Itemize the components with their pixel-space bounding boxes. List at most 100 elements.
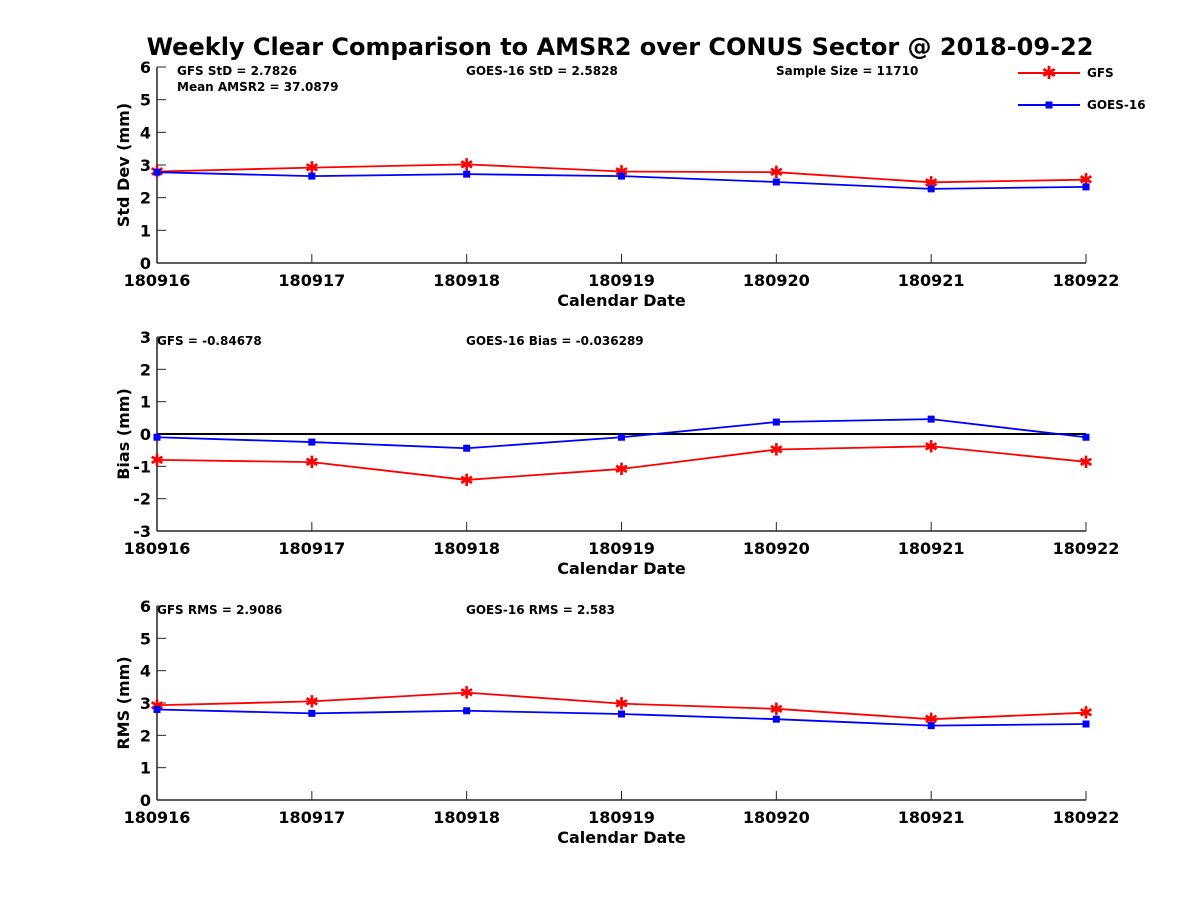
data-point-gfs: ✱ [460,155,474,175]
y-tick-label: 4 [140,123,151,142]
x-axis-label: Calendar Date [557,828,686,847]
y-tick-label: 0 [140,254,151,273]
y-tick-label: 5 [140,629,151,648]
x-tick-label: 180922 [1053,808,1120,827]
y-tick-label: 1 [140,221,151,240]
data-point-gfs: ✱ [769,700,783,720]
x-tick-label: 180919 [588,808,655,827]
x-tick-label: 180917 [278,808,345,827]
data-point-goes16 [308,709,316,717]
stat-annotation: GFS = -0.84678 [157,334,262,348]
data-point-goes16 [463,444,471,452]
data-point-goes16 [927,722,935,730]
data-point-gfs: ✱ [924,437,938,457]
x-axis-label: Calendar Date [557,559,686,578]
data-point-gfs: ✱ [614,163,628,183]
legend-gfs-marker: ✱ [1041,63,1056,84]
x-tick-label: 180916 [124,808,191,827]
panel-3: 0 1 2 3 4 5 6 180916 180917 180918 180919 180920 180… [114,597,1119,847]
data-point-goes16 [308,172,316,180]
y-axis-label: Std Dev (mm) [114,103,133,227]
data-point-gfs: ✱ [769,441,783,461]
series-line-gfs [156,163,1087,184]
y-tick-label: 3 [140,156,151,175]
legend-goes16-label: GOES-16 [1087,98,1146,112]
x-tick-label: 180920 [743,271,810,290]
y-tick-label: 2 [140,726,151,745]
data-point-goes16 [153,168,161,176]
panel-1: 0 1 2 3 4 5 6 180916 180917 180918 180919 180920 180… [114,58,1119,310]
y-tick-label: -3 [133,522,151,541]
y-tick-label: 3 [140,694,151,713]
y-tick-label: 0 [140,791,151,810]
stat-annotation: Sample Size = 11710 [776,64,918,78]
data-point-gfs: ✱ [1079,704,1093,724]
x-tick-label: 180919 [588,539,655,558]
data-point-goes16 [463,707,471,715]
y-axis-label: Bias (mm) [114,388,133,480]
data-point-goes16 [927,415,935,423]
data-point-goes16 [1082,433,1090,441]
data-point-goes16 [772,715,780,723]
data-point-goes16 [153,705,161,713]
data-point-goes16 [927,185,935,193]
x-tick-label: 180922 [1053,539,1120,558]
stat-annotation: Mean AMSR2 = 37.0879 [177,80,338,94]
y-tick-label: 6 [140,58,151,77]
stat-annotation: GFS RMS = 2.9086 [157,603,282,617]
data-point-gfs: ✱ [614,460,628,480]
data-point-gfs: ✱ [769,163,783,183]
x-tick-label: 180917 [278,539,345,558]
x-tick-label: 180921 [898,808,965,827]
x-tick-label: 180921 [898,539,965,558]
y-tick-label: 5 [140,91,151,110]
y-axis-label: RMS (mm) [114,656,133,749]
chart-title: Weekly Clear Comparison to AMSR2 over CO… [147,33,1094,61]
series-line-gfs [156,445,1087,481]
data-point-goes16 [618,433,625,441]
data-point-gfs: ✱ [305,453,319,473]
y-tick-label: 3 [140,328,151,347]
y-tick-label: -1 [133,457,151,476]
data-point-goes16 [463,170,471,178]
data-point-gfs: ✱ [305,159,319,179]
x-tick-label: 180920 [743,808,810,827]
data-point-goes16 [308,438,316,446]
data-point-goes16 [772,418,780,426]
x-tick-label: 180921 [898,271,965,290]
data-point-goes16 [772,178,780,186]
panels: 0 1 2 3 4 5 6 180916 180917 180918 180919 180920 180… [114,58,1119,847]
x-axis-label: Calendar Date [557,291,686,310]
data-point-gfs: ✱ [305,692,319,712]
panel-2: -3 -2 -1 0 1 2 3 180916 180917 180918 180919 180920… [114,328,1119,578]
x-tick-label: 180918 [433,539,500,558]
x-tick-label: 180918 [433,808,500,827]
data-point-gfs: ✱ [614,695,628,715]
y-tick-label: 2 [140,360,151,379]
data-point-gfs: ✱ [150,451,164,471]
x-tick-label: 180918 [433,271,500,290]
y-tick-label: 0 [140,425,151,444]
y-tick-label: 1 [140,393,151,412]
data-point-goes16 [618,172,625,180]
series-line-gfs [156,691,1087,721]
legend-gfs-label: GFS [1087,66,1114,80]
x-tick-label: 180917 [278,271,345,290]
y-tick-label: -2 [133,490,151,509]
y-tick-label: 4 [140,662,151,681]
data-point-gfs: ✱ [460,471,474,491]
x-tick-label: 180919 [588,271,655,290]
legend: ✱ GFS GOES-16 [1018,63,1146,112]
stat-annotation: GOES-16 RMS = 2.583 [466,603,615,617]
data-point-goes16 [153,433,161,441]
y-tick-label: 6 [140,597,151,616]
stat-annotation: GOES-16 Bias = -0.036289 [466,334,644,348]
data-point-goes16 [618,710,625,718]
x-tick-label: 180916 [124,271,191,290]
y-tick-label: 2 [140,189,151,208]
data-point-goes16 [1082,183,1090,191]
data-point-gfs: ✱ [1079,171,1093,191]
x-tick-label: 180922 [1053,271,1120,290]
